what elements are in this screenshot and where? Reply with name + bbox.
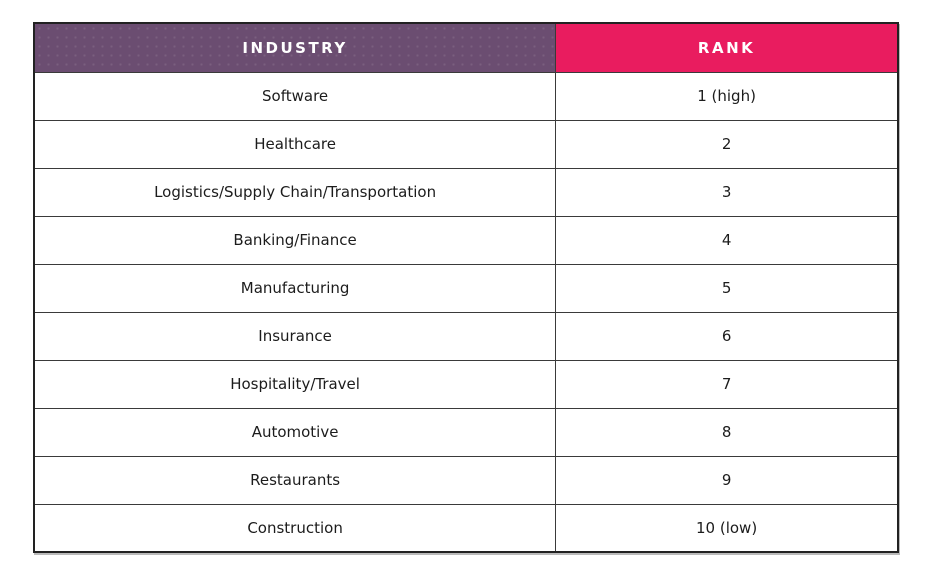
rank-cell: 9	[555, 455, 899, 505]
header-row: INDUSTRY RANK	[33, 22, 899, 73]
rank-cell: 7	[555, 359, 899, 409]
column-header-rank: RANK	[555, 22, 899, 73]
table-row: Restaurants 9	[33, 455, 899, 505]
rank-cell: 5	[555, 263, 899, 313]
industry-rank-table: INDUSTRY RANK Software 1 (high) Healthcare…	[33, 22, 899, 553]
table-row: Banking/Finance 4	[33, 215, 899, 265]
table-row: Healthcare 2	[33, 119, 899, 169]
table-row: Hospitality/Travel 7	[33, 359, 899, 409]
industry-cell: Hospitality/Travel	[33, 359, 557, 409]
table-row: Software 1 (high)	[33, 71, 899, 121]
industry-cell: Construction	[33, 503, 557, 553]
industry-cell: Insurance	[33, 311, 557, 361]
table-row: Automotive 8	[33, 407, 899, 457]
industry-cell: Automotive	[33, 407, 557, 457]
table-row: Manufacturing 5	[33, 263, 899, 313]
table-body: Software 1 (high) Healthcare 2 Logistics/Sup…	[33, 71, 899, 553]
industry-cell: Restaurants	[33, 455, 557, 505]
table-row: Construction 10 (low)	[33, 503, 899, 553]
rank-cell: 6	[555, 311, 899, 361]
industry-cell: Logistics/Supply Chain/Transportation	[33, 167, 557, 217]
rank-cell: 2	[555, 119, 899, 169]
industry-cell: Healthcare	[33, 119, 557, 169]
table-row: Logistics/Supply Chain/Transportation 3	[33, 167, 899, 217]
rank-cell: 8	[555, 407, 899, 457]
rank-cell: 1 (high)	[555, 71, 899, 121]
table-row: Insurance 6	[33, 311, 899, 361]
rank-cell: 10 (low)	[555, 503, 899, 553]
column-header-industry: INDUSTRY	[33, 22, 557, 73]
rank-cell: 3	[555, 167, 899, 217]
industry-cell: Banking/Finance	[33, 215, 557, 265]
industry-cell: Software	[33, 71, 557, 121]
rank-cell: 4	[555, 215, 899, 265]
industry-cell: Manufacturing	[33, 263, 557, 313]
